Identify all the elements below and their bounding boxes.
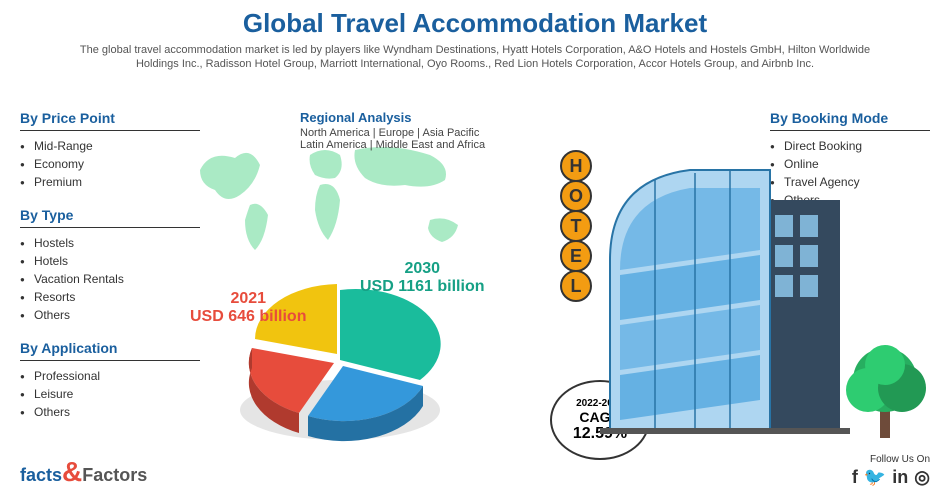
- pie-label-2030: 2030 USD 1161 billion: [360, 260, 484, 296]
- regional-title: Regional Analysis: [300, 110, 580, 125]
- list-item: Hostels: [20, 234, 200, 252]
- section-title: By Booking Mode: [770, 110, 930, 126]
- section-title: By Application: [20, 340, 200, 356]
- list-item: Economy: [20, 155, 200, 173]
- section-application: By Application Professional Leisure Othe…: [20, 340, 200, 421]
- regional-line: North America | Europe | Asia Pacific: [300, 127, 580, 139]
- facebook-icon[interactable]: f: [852, 467, 858, 488]
- brand-logo: facts&Factors: [20, 456, 147, 488]
- pie-year-2021: 2021: [190, 290, 306, 308]
- logo-amp: &: [62, 456, 82, 487]
- list-item: Professional: [20, 367, 200, 385]
- pie-value-2021: USD 646 billion: [190, 308, 306, 326]
- tree-icon: [840, 330, 930, 440]
- list-item: Premium: [20, 173, 200, 191]
- social-icons: f 🐦 in ◎: [852, 467, 930, 488]
- subtitle: The global travel accommodation market i…: [0, 43, 950, 82]
- list-item: Hotels: [20, 252, 200, 270]
- list-item: Resorts: [20, 288, 200, 306]
- regional-analysis: Regional Analysis North America | Europe…: [300, 110, 580, 151]
- linkedin-icon[interactable]: in: [892, 467, 908, 488]
- list-item: Vacation Rentals: [20, 270, 200, 288]
- page-title: Global Travel Accommodation Market: [0, 0, 950, 43]
- regional-line: Latin America | Middle East and Africa: [300, 139, 580, 151]
- pie-value-2030: USD 1161 billion: [360, 278, 484, 296]
- logo-facts: facts: [20, 465, 62, 485]
- hotel-letter: H: [560, 150, 592, 182]
- list-item: Others: [20, 403, 200, 421]
- left-segments: By Price Point Mid-Range Economy Premium…: [20, 110, 200, 437]
- section-type: By Type Hostels Hotels Vacation Rentals …: [20, 207, 200, 324]
- hotel-letter: L: [560, 270, 592, 302]
- hotel-letter: E: [560, 240, 592, 272]
- hotel-letter: O: [560, 180, 592, 212]
- instagram-icon[interactable]: ◎: [914, 467, 930, 488]
- hotel-letter: T: [560, 210, 592, 242]
- logo-factors: Factors: [82, 465, 147, 485]
- section-title: By Type: [20, 207, 200, 223]
- hotel-building-icon: [600, 140, 850, 440]
- hotel-sign: H O T E L: [560, 150, 596, 300]
- section-title: By Price Point: [20, 110, 200, 126]
- world-map-icon: [180, 130, 500, 280]
- list-item: Leisure: [20, 385, 200, 403]
- pie-year-2030: 2030: [360, 260, 484, 278]
- twitter-icon[interactable]: 🐦: [864, 467, 886, 488]
- pie-label-2021: 2021 USD 646 billion: [190, 290, 306, 326]
- follow-us: Follow Us On f 🐦 in ◎: [852, 454, 930, 488]
- follow-label: Follow Us On: [852, 454, 930, 465]
- list-item: Others: [20, 306, 200, 324]
- list-item: Mid-Range: [20, 137, 200, 155]
- section-price-point: By Price Point Mid-Range Economy Premium: [20, 110, 200, 191]
